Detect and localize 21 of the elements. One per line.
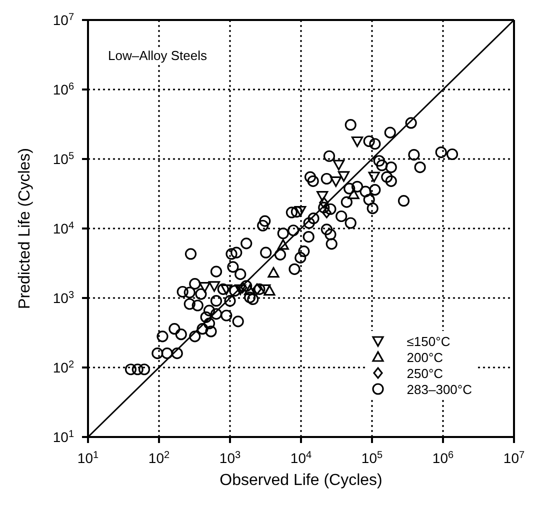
legend-label: 250°C: [406, 366, 444, 380]
legend-label: 200°C: [406, 350, 444, 364]
y-tick-label: 10$^{4}$: [52, 220, 74, 236]
x-tick-label: 10$^{1}$: [77, 450, 100, 466]
x-axis-title: Observed Life (Cycles): [220, 472, 382, 489]
x-tick-label: 10$^{5}$: [361, 450, 384, 466]
x-tick-label: 10$^{2}$: [148, 450, 170, 466]
annotation: Low–Alloy Steels: [108, 48, 207, 63]
y-axis-title: Predicted Life (Cycles): [16, 148, 34, 309]
y-tick-label: 10$^{1}$: [52, 428, 74, 445]
y-tick-label: 10$^{6}$: [52, 81, 74, 98]
x-tick-label: 10$^{4}$: [290, 450, 312, 466]
x-tick-label: 10$^{6}$: [432, 450, 454, 466]
y-tick-label: 10$^{7}$: [52, 12, 74, 28]
y-tick-label: 10$^{5}$: [52, 150, 74, 167]
legend-label: 283–300°C: [406, 382, 472, 396]
y-tick-label: 10$^{3}$: [52, 290, 74, 306]
y-tick-label: 10$^{2}$: [52, 359, 74, 376]
legend-label: ≤150°C: [406, 334, 450, 348]
x-tick-label: 10$^{7}$: [503, 450, 526, 466]
x-tick-label: 10$^{3}$: [219, 450, 242, 466]
